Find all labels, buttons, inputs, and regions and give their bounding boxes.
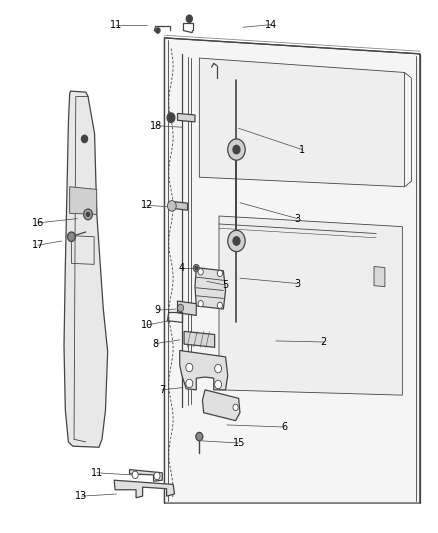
Circle shape bbox=[167, 113, 175, 123]
Text: 15: 15 bbox=[233, 438, 245, 448]
Circle shape bbox=[228, 230, 245, 252]
Text: 13: 13 bbox=[75, 491, 88, 501]
Circle shape bbox=[167, 200, 176, 211]
Text: 1: 1 bbox=[299, 144, 305, 155]
Text: 16: 16 bbox=[32, 218, 44, 228]
Text: 12: 12 bbox=[141, 200, 153, 211]
Polygon shape bbox=[114, 480, 174, 498]
Polygon shape bbox=[130, 470, 162, 481]
Circle shape bbox=[233, 146, 240, 154]
Circle shape bbox=[155, 28, 160, 33]
Circle shape bbox=[195, 266, 198, 270]
Circle shape bbox=[186, 364, 193, 372]
Text: 2: 2 bbox=[321, 337, 327, 347]
Circle shape bbox=[186, 15, 192, 22]
Polygon shape bbox=[219, 216, 403, 395]
Text: 18: 18 bbox=[149, 120, 162, 131]
Text: 3: 3 bbox=[294, 279, 300, 288]
Polygon shape bbox=[199, 58, 405, 187]
Circle shape bbox=[233, 404, 238, 410]
Polygon shape bbox=[177, 114, 195, 122]
Circle shape bbox=[198, 301, 203, 307]
Circle shape bbox=[228, 139, 245, 160]
Text: 7: 7 bbox=[159, 385, 166, 395]
Circle shape bbox=[186, 379, 193, 387]
Polygon shape bbox=[174, 201, 187, 210]
Text: 3: 3 bbox=[294, 214, 300, 224]
Text: 14: 14 bbox=[265, 20, 278, 30]
Text: 5: 5 bbox=[223, 280, 229, 290]
Text: 11: 11 bbox=[110, 20, 123, 30]
Polygon shape bbox=[64, 91, 108, 447]
Circle shape bbox=[81, 135, 88, 143]
Polygon shape bbox=[180, 351, 228, 390]
Circle shape bbox=[193, 264, 199, 272]
Circle shape bbox=[154, 472, 160, 480]
Circle shape bbox=[177, 304, 184, 312]
Text: 10: 10 bbox=[141, 320, 153, 330]
Circle shape bbox=[198, 269, 203, 275]
Circle shape bbox=[84, 209, 92, 220]
Circle shape bbox=[215, 380, 222, 389]
Text: 6: 6 bbox=[282, 422, 288, 432]
Text: 11: 11 bbox=[91, 468, 103, 478]
Circle shape bbox=[86, 212, 90, 216]
Polygon shape bbox=[177, 301, 196, 316]
Polygon shape bbox=[195, 268, 226, 309]
Text: 8: 8 bbox=[152, 338, 159, 349]
Text: 9: 9 bbox=[155, 305, 161, 315]
Circle shape bbox=[132, 471, 138, 479]
Polygon shape bbox=[184, 332, 215, 348]
Polygon shape bbox=[164, 38, 420, 503]
Circle shape bbox=[67, 232, 75, 241]
Polygon shape bbox=[374, 266, 385, 287]
Circle shape bbox=[217, 270, 223, 277]
Polygon shape bbox=[70, 187, 97, 214]
Polygon shape bbox=[202, 390, 240, 421]
Circle shape bbox=[233, 237, 240, 245]
Text: 17: 17 bbox=[32, 240, 44, 250]
Circle shape bbox=[217, 302, 223, 309]
Circle shape bbox=[215, 365, 222, 373]
Circle shape bbox=[196, 432, 203, 441]
Text: 4: 4 bbox=[179, 263, 185, 272]
